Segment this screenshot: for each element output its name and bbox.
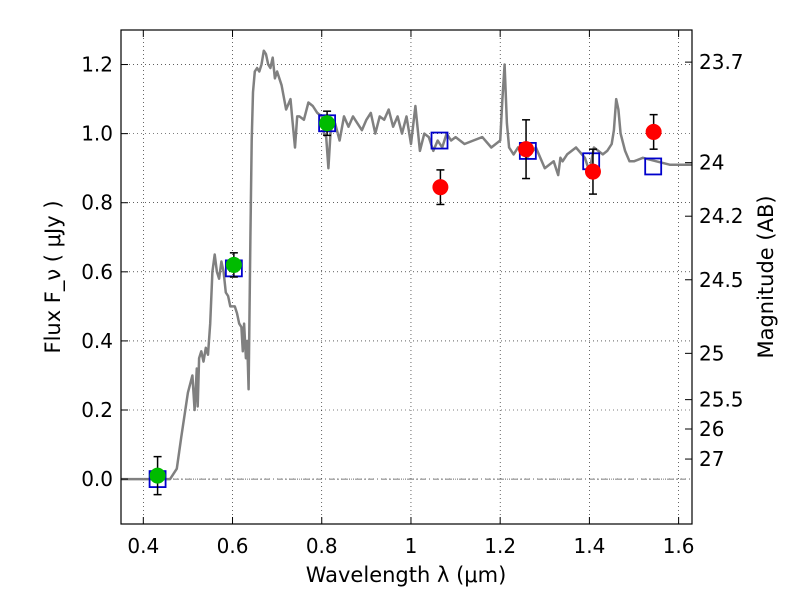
ticks: 0.4 0.6 0.8 1 1.2 1.4 1.6 0.0 0.2 0.4 0.6 0.8 1.0 1.2… [81, 30, 744, 558]
green-data-point [225, 256, 242, 273]
x-tick-label: 1.4 [573, 534, 605, 558]
series-group [121, 49, 692, 496]
green-data-point [149, 467, 166, 484]
green-data-point [319, 115, 336, 132]
x-tick-label: 0.6 [217, 534, 249, 558]
red-data-point [432, 179, 449, 196]
right-tick-label: 26 [699, 417, 724, 441]
spectrum-line [121, 49, 692, 481]
y-tick-label: 0.6 [81, 260, 113, 284]
plot-frame [120, 29, 693, 525]
right-tick-label: 23.7 [699, 50, 744, 74]
x-tick-label: 0.8 [306, 534, 338, 558]
x-axis-title: Wavelength λ (μm) [306, 563, 507, 587]
right-tick-label: 25.5 [699, 388, 744, 412]
right-axis-title: Magnitude (AB) [754, 195, 778, 358]
right-tick-label: 24.2 [699, 204, 744, 228]
model-square-marker [430, 131, 449, 150]
y-tick-label: 0.0 [81, 467, 113, 491]
y-tick-label: 0.8 [81, 191, 113, 215]
y-tick-label: 0.4 [81, 329, 113, 353]
y-tick-label: 1.0 [81, 122, 113, 146]
y-tick-label: 0.2 [81, 398, 113, 422]
x-tick-label: 1.6 [663, 534, 695, 558]
x-tick-label: 1 [405, 534, 418, 558]
right-tick-label: 25 [699, 341, 724, 365]
x-tick-label: 0.4 [127, 534, 159, 558]
right-tick-label: 27 [699, 447, 724, 471]
red-data-point [584, 163, 601, 180]
y-tick-label: 1.2 [81, 53, 113, 77]
right-tick-label: 24.5 [699, 268, 744, 292]
model-square-marker [644, 157, 663, 176]
right-tick-label: 24 [699, 151, 724, 175]
plot-background [121, 30, 692, 524]
red-data-point [518, 141, 535, 158]
red-data-point [645, 123, 662, 140]
y-axis-title: Flux F_ν ( μJy ) [41, 200, 66, 353]
x-tick-label: 1.2 [484, 534, 516, 558]
